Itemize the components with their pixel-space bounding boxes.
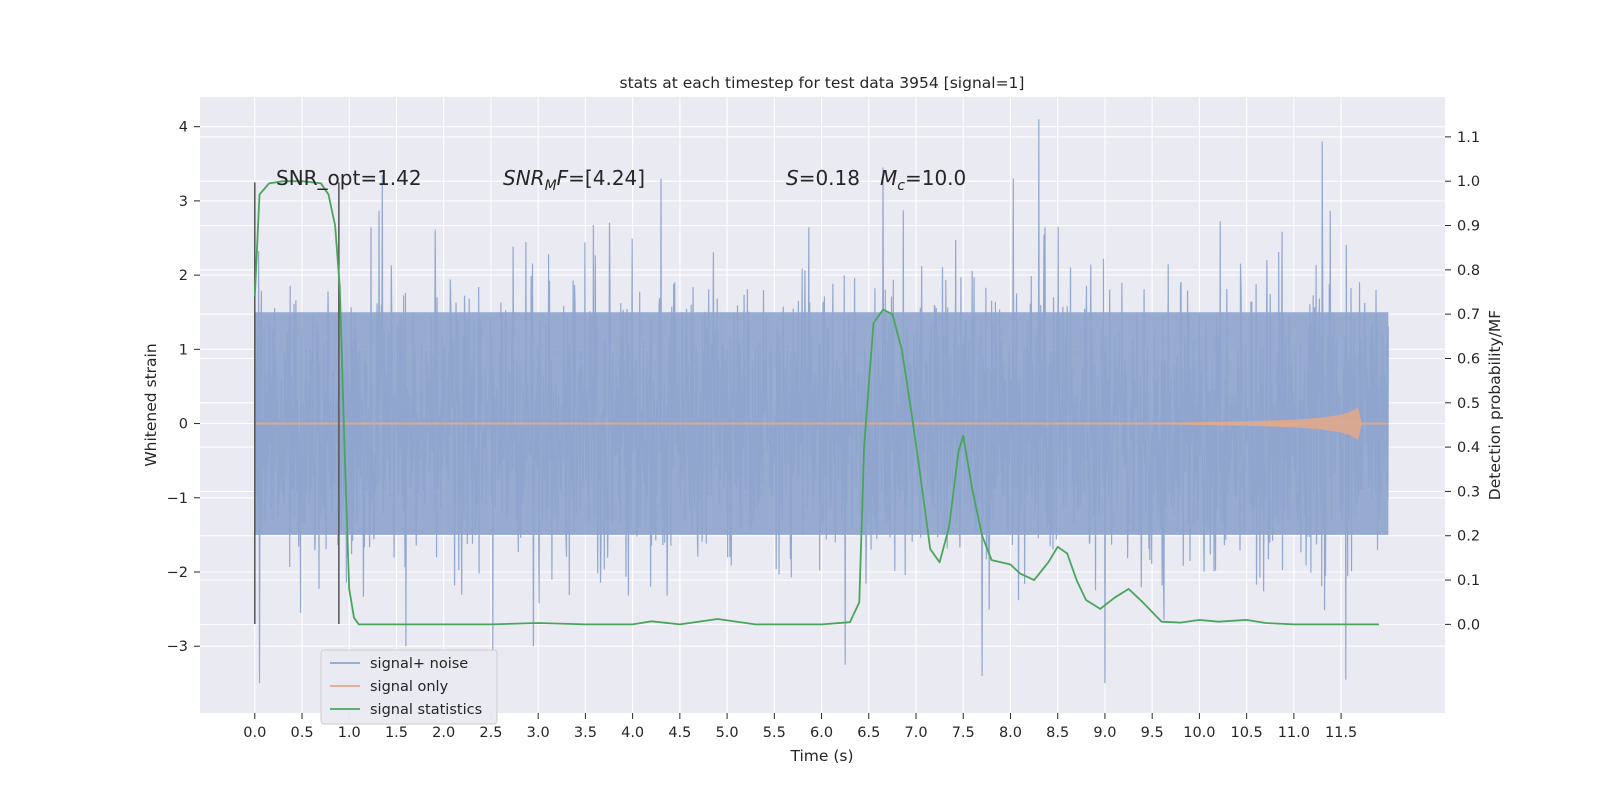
snr-mf-symbol: SNR [503, 166, 545, 190]
mc-symbol: M [880, 166, 897, 190]
x-tick-label: 7.5 [952, 725, 975, 741]
mc-subscript: c [897, 178, 905, 194]
x-tick-label: 1.0 [338, 725, 361, 741]
marker-lines [254, 182, 340, 624]
legend-label-signal-statistics: signal statistics [370, 702, 482, 718]
x-tick-label: 7.0 [904, 725, 927, 741]
x-tick-label: 11.0 [1278, 725, 1310, 741]
y-right-tick-label: 0.4 [1457, 440, 1480, 456]
x-tick-label: 2.0 [432, 725, 455, 741]
x-tick-label: 8.0 [999, 725, 1022, 741]
signal-only-series [254, 407, 1389, 440]
x-tick-label: 11.5 [1325, 725, 1357, 741]
y-right-tick-label: 0.3 [1457, 484, 1480, 500]
y-left-tick-label: −2 [167, 565, 188, 581]
snr-mf-f: F [557, 166, 569, 190]
signal-statistics-line [253, 180, 1379, 626]
signal-noise-line [254, 119, 1389, 684]
x-tick-label: 3.0 [527, 725, 550, 741]
snr-mf-subscript: M [545, 178, 557, 194]
snr-mf-value: =[4.24] [568, 166, 645, 190]
annotation-snr-mf: SNRMF=[4.24] [503, 166, 645, 194]
chart-title: stats at each timestep for test data 395… [620, 74, 1025, 92]
legend-label-signal-only: signal only [370, 679, 449, 695]
x-tick-label: 1.5 [385, 725, 408, 741]
x-tick-label: 6.5 [857, 725, 880, 741]
y-left-tick-label: 2 [179, 268, 188, 284]
y-right-tick-label: 0.0 [1457, 617, 1480, 633]
x-tick-label: 0.5 [290, 725, 313, 741]
x-tick-label: 4.5 [668, 725, 691, 741]
x-tick-label: 5.0 [716, 725, 739, 741]
y-left-tick-label: 3 [179, 194, 188, 210]
annotation-snr-opt: SNR_opt=1.42 [276, 166, 422, 190]
annotation-mc: Mc=10.0 [880, 166, 966, 194]
y-right-tick-label: 1.0 [1457, 174, 1480, 190]
y-left-tick-label: 1 [179, 342, 188, 358]
s-symbol: S [786, 166, 799, 190]
y-axis-label-left: Whitened strain [142, 343, 160, 466]
y-left-tick-label: 4 [179, 120, 188, 136]
y-right-tick-label: 0.7 [1457, 307, 1480, 323]
y-right-tick-label: 0.1 [1457, 573, 1480, 589]
x-tick-label: 2.5 [479, 725, 502, 741]
x-axis-label: Time (s) [789, 747, 853, 765]
y-right-tick-label: 0.8 [1457, 263, 1480, 279]
y-right-tick-label: 0.2 [1457, 529, 1480, 545]
x-tick-label: 10.0 [1183, 725, 1215, 741]
annotation-s: S=0.18 [786, 166, 860, 190]
x-tick-label: 0.0 [243, 725, 266, 741]
x-tick-label: 9.5 [1141, 725, 1164, 741]
y-right-tick-label: 0.6 [1457, 351, 1480, 367]
legend: signal+ noise signal only signal statist… [320, 649, 498, 725]
s-value: =0.18 [799, 166, 860, 190]
x-tick-label: 9.0 [1093, 725, 1116, 741]
y-left-tick-label: −3 [167, 639, 188, 655]
x-tick-label: 10.5 [1230, 725, 1262, 741]
legend-label-signal-noise: signal+ noise [370, 656, 468, 672]
x-tick-label: 4.0 [621, 725, 644, 741]
axes: 0.0 0.5 1.0 1.5 2.0 2.5 3.0 3.5 4.0 4.5 5.0 5.5 6.0 6… [167, 120, 1480, 741]
y-right-tick-label: 1.1 [1457, 130, 1480, 146]
x-tick-label: 6.0 [810, 725, 833, 741]
y-left-tick-label: −1 [167, 491, 188, 507]
y-axis-label-right: Detection probability/MF [1486, 310, 1504, 501]
x-tick-label: 8.5 [1046, 725, 1069, 741]
x-tick-label: 3.5 [574, 725, 597, 741]
y-right-tick-label: 0.9 [1457, 219, 1480, 235]
y-left-tick-label: 0 [179, 417, 188, 433]
signal-statistics-series [253, 180, 1379, 626]
y-right-tick-label: 0.5 [1457, 396, 1480, 412]
legend-box [320, 649, 498, 725]
mc-value: =10.0 [905, 166, 966, 190]
x-tick-label: 5.5 [763, 725, 786, 741]
